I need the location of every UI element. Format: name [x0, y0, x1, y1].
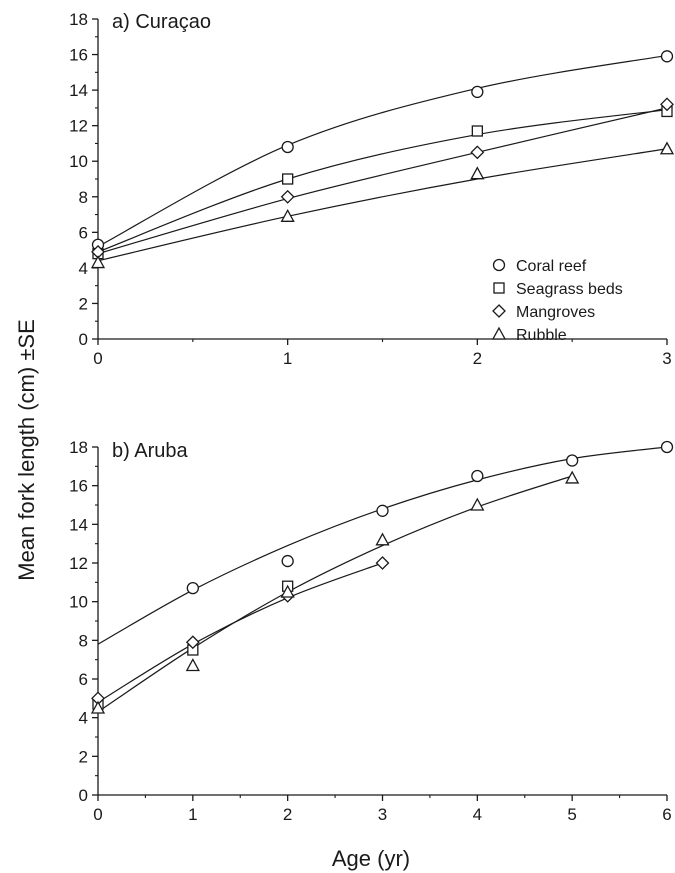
point-coral-reef [376, 504, 389, 517]
point-coral-reef [471, 469, 484, 483]
legend-marker-seagrass-beds [493, 282, 505, 294]
point-rubble [90, 700, 106, 714]
point-coral-reef [566, 454, 579, 467]
y-tick-label: 10 [69, 593, 88, 612]
x-axis-label: Age (yr) [332, 846, 410, 871]
point-mangroves [660, 97, 674, 112]
legend-label-rubble: Rubble [516, 327, 567, 344]
point-rubble [565, 470, 580, 484]
x-tick-label: 0 [93, 805, 102, 824]
point-mangroves [280, 189, 295, 204]
point-mangroves [185, 635, 200, 650]
y-tick-label: 8 [79, 188, 88, 207]
fit-curve-mangroves [97, 107, 668, 255]
x-tick-label: 4 [473, 805, 482, 824]
point-seagrass-beds [282, 173, 294, 185]
point-rubble [470, 166, 485, 180]
legend-label-seagrass-beds: Seagrass beds [516, 281, 623, 298]
x-tick-label: 6 [662, 805, 671, 824]
fit-curve-rubble [97, 148, 668, 262]
y-tick-label: 18 [69, 10, 88, 29]
y-tick-label: 16 [69, 46, 88, 65]
y-tick-label: 0 [79, 786, 88, 805]
x-tick-label: 0 [93, 349, 102, 368]
y-tick-label: 12 [69, 554, 88, 573]
x-tick-label: 3 [662, 349, 671, 368]
fit-curve-mangroves [97, 562, 383, 703]
point-coral-reef [281, 140, 294, 154]
legend: Coral reef Seagrass beds Mangroves Rubble [491, 258, 623, 344]
y-tick-label: 2 [79, 294, 88, 313]
y-tick-label: 14 [69, 515, 88, 534]
point-coral-reef [660, 50, 674, 63]
x-tick-label: 2 [283, 805, 292, 824]
point-coral-reef [281, 554, 294, 568]
y-tick-label: 6 [79, 223, 88, 242]
point-rubble [375, 532, 390, 546]
y-tick-label: 0 [79, 330, 88, 349]
y-tick-label: 14 [69, 81, 88, 100]
point-rubble [280, 208, 295, 222]
point-rubble [470, 497, 485, 511]
fit-curve-coral-reef [97, 54, 668, 248]
point-coral-reef [660, 440, 674, 454]
point-rubble [280, 584, 295, 598]
x-tick-label: 3 [378, 805, 387, 824]
y-tick-label: 10 [69, 152, 88, 171]
fit-curve-seagrass-beds [97, 109, 668, 253]
y-tick-label: 2 [79, 747, 88, 766]
y-tick-label: 16 [69, 477, 88, 496]
legend-marker-rubble [491, 326, 507, 340]
x-tick-label: 5 [567, 805, 576, 824]
legend-marker-coral-reef [492, 258, 506, 272]
x-tick-label: 1 [188, 805, 197, 824]
point-rubble [659, 141, 675, 155]
y-tick-label: 4 [79, 259, 88, 278]
fit-curve-rubble [97, 475, 573, 713]
point-coral-reef [186, 581, 199, 595]
point-mangroves [375, 556, 390, 570]
x-tick-label: 1 [283, 349, 292, 368]
x-tick-label: 2 [473, 349, 482, 368]
panel-title: a) Curaçao [112, 11, 211, 33]
y-axis-label: Mean fork length (cm) ±SE [14, 319, 39, 581]
point-rubble [185, 658, 200, 672]
y-tick-label: 6 [79, 670, 88, 689]
y-tick-label: 12 [69, 117, 88, 136]
y-tick-label: 8 [79, 631, 88, 650]
legend-label-mangroves: Mangroves [516, 304, 595, 321]
y-tick-label: 18 [69, 438, 88, 457]
point-mangroves [470, 145, 485, 160]
legend-marker-mangroves [492, 304, 506, 318]
legend-label-coral-reef: Coral reef [516, 258, 587, 275]
y-tick-label: 4 [79, 709, 88, 728]
point-coral-reef [471, 85, 484, 99]
point-seagrass-beds [471, 125, 483, 137]
point-rubble [90, 255, 106, 269]
panel-title: b) Aruba [112, 440, 188, 462]
